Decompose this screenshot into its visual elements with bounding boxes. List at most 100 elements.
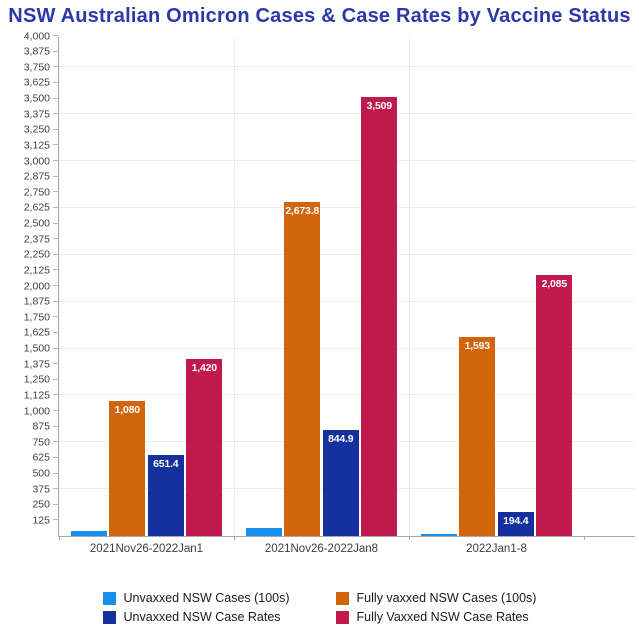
bar-fully-vaxxed-nsw-case-rates[interactable]: 3,509	[361, 97, 398, 536]
y-axis-tick-mark	[53, 66, 58, 68]
y-axis-tick-label: 2,750	[23, 186, 50, 198]
plot-area: 125 250 375 500 625 750 875 1,000 1,125 1,250 1,37…	[24, 31, 635, 555]
y-axis-tick-mark	[53, 253, 58, 255]
bar-unvaxxed-nsw-case-rates[interactable]: 844.9	[322, 430, 359, 536]
y-axis-tick-label: 2,500	[23, 217, 50, 230]
y-axis-tick-label: 2,375	[23, 232, 50, 245]
y-axis-tick-label: 3,750	[23, 61, 50, 73]
gridline-horizontal	[59, 300, 635, 302]
y-axis-tick-mark	[53, 394, 58, 396]
legend-label: Fully Vaxxed NSW Case Rates	[356, 610, 529, 624]
y-axis-tick-label: 1,875	[23, 295, 50, 308]
y-axis-tick-label: 1,000	[23, 404, 50, 417]
y-axis-tick-mark	[53, 441, 58, 443]
y-axis-tick-label: 1,750	[23, 311, 50, 323]
bar-value-label: 194.4	[503, 514, 529, 527]
y-axis-tick-mark	[53, 175, 58, 177]
y-axis-tick-label: 375	[32, 482, 50, 495]
y-axis-tick-mark	[53, 519, 58, 521]
y-axis-tick-label: 750	[32, 436, 50, 448]
y-axis-tick-mark	[53, 472, 58, 474]
y-axis-tick-mark	[53, 238, 58, 240]
y-axis-tick-label: 500	[32, 467, 50, 480]
x-axis-tick-mark	[59, 536, 60, 540]
bar-value-label: 1,420	[191, 361, 217, 374]
y-axis-tick-mark	[53, 285, 58, 286]
y-axis-tick-label: 2,875	[23, 170, 50, 183]
legend-grid: Unvaxxed NSW Cases (100s) Fully vaxxed NS…	[102, 591, 537, 624]
legend-swatch-icon	[102, 610, 116, 624]
y-axis-tick-label: 875	[32, 420, 50, 433]
bar-fully-vaxxed-nsw-cases-100s-[interactable]: 1,593	[459, 336, 496, 536]
legend-swatch-icon	[102, 591, 116, 605]
gridline-vertical	[234, 37, 235, 536]
y-axis-tick-mark	[53, 456, 58, 458]
bar-fully-vaxxed-nsw-case-rates[interactable]: 2,085	[536, 275, 573, 536]
bar-unvaxxed-nsw-cases-100s-[interactable]	[70, 531, 107, 536]
y-axis-tick-label: 1,375	[23, 357, 50, 370]
y-axis-tick-mark	[53, 206, 58, 208]
bar-unvaxxed-nsw-case-rates[interactable]: 651.4	[147, 454, 184, 536]
bar-value-label: 1,593	[464, 339, 490, 352]
bar-value-label: 844.9	[328, 433, 354, 446]
y-axis-tick-mark	[53, 50, 58, 52]
x-axis-tick-mark	[234, 536, 235, 540]
legend-item[interactable]: Fully Vaxxed NSW Case Rates	[335, 610, 537, 624]
gridline-vertical	[409, 37, 410, 536]
y-axis-tick-mark	[53, 378, 58, 380]
y-axis-tick-label: 3,625	[23, 76, 50, 89]
y-axis-tick-mark	[53, 316, 58, 318]
legend-label: Fully vaxxed NSW Cases (100s)	[356, 591, 537, 605]
bar-unvaxxed-nsw-case-rates[interactable]: 194.4	[497, 511, 534, 536]
y-axis-tick-label: 1,500	[23, 342, 50, 355]
bar-value-label: 1,080	[114, 404, 140, 416]
y-axis-tick-label: 3,375	[23, 107, 50, 120]
y-axis-tick-mark	[53, 347, 58, 349]
gridline-horizontal	[59, 113, 635, 115]
y-axis-tick-label: 1,250	[23, 373, 50, 386]
bar-fully-vaxxed-nsw-case-rates[interactable]: 1,420	[186, 358, 223, 536]
legend-label: Unvaxxed NSW Case Rates	[123, 610, 281, 624]
x-axis-category-label: 2021Nov26-2022Jan8	[264, 543, 379, 555]
bar-value-label: 651.4	[153, 457, 179, 470]
legend-item[interactable]: Unvaxxed NSW Case Rates	[102, 610, 290, 624]
y-axis-tick-mark	[53, 113, 58, 115]
bar-fully-vaxxed-nsw-cases-100s-[interactable]: 2,673.8	[284, 201, 321, 536]
gridline-horizontal	[59, 394, 635, 396]
y-axis-tick-mark	[53, 269, 58, 271]
y-axis-tick-label: 1,625	[23, 326, 50, 339]
bar-unvaxxed-nsw-cases-100s-[interactable]	[420, 534, 457, 536]
y-axis-tick-label: 2,250	[23, 248, 50, 261]
gridline-horizontal	[59, 253, 635, 255]
legend-swatch-icon	[335, 591, 349, 605]
bar-fully-vaxxed-nsw-cases-100s-[interactable]: 1,080	[109, 401, 146, 536]
gridline-horizontal	[59, 160, 635, 161]
y-axis-tick-mark	[53, 503, 58, 505]
y-axis-tick-mark	[53, 97, 58, 99]
y-axis-tick-label: 3,250	[23, 123, 50, 136]
y-axis-tick-label: 3,500	[23, 92, 50, 105]
bar-value-label: 3,509	[366, 100, 392, 113]
y-axis-tick-mark	[53, 300, 58, 302]
y-axis-tick-mark	[53, 81, 58, 83]
y-axis-tick-label: 2,000	[23, 279, 50, 292]
bar-unvaxxed-nsw-cases-100s-[interactable]	[245, 527, 282, 536]
y-axis-tick-label: 250	[32, 498, 50, 511]
y-axis-tick-mark	[53, 425, 58, 427]
legend-item[interactable]: Unvaxxed NSW Cases (100s)	[102, 591, 290, 605]
chart-legend: Unvaxxed NSW Cases (100s) Fully vaxxed NS…	[0, 591, 639, 624]
y-axis-tick-mark	[53, 222, 58, 224]
y-axis-tick-label: 4,000	[23, 29, 50, 42]
y-axis-tick-label: 3,125	[23, 139, 50, 152]
legend-item[interactable]: Fully vaxxed NSW Cases (100s)	[335, 591, 537, 605]
gridline-horizontal	[59, 206, 635, 208]
y-axis-tick-mark	[53, 128, 58, 130]
y-axis-tick-mark	[53, 331, 58, 333]
y-axis-tick-mark	[53, 35, 58, 36]
y-axis-tick-mark	[53, 488, 58, 490]
x-axis-category-label: 2022Jan1-8	[466, 543, 527, 555]
y-axis-tick-label: 2,125	[23, 264, 50, 277]
gridline-horizontal	[59, 66, 635, 68]
y-axis-tick-label: 3,875	[23, 45, 50, 58]
